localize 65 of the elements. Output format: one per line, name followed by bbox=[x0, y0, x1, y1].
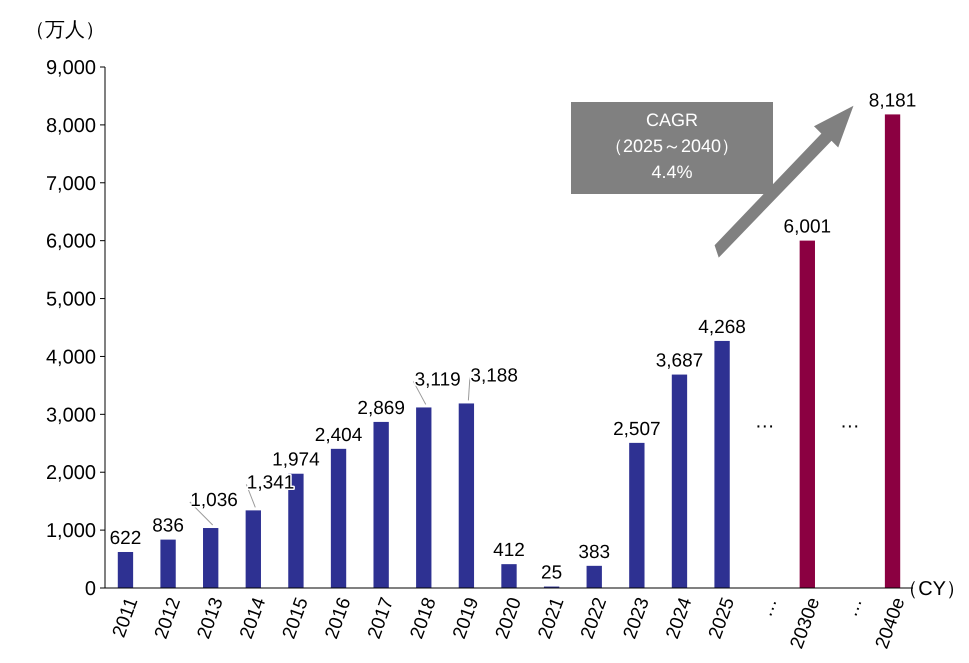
data-label: 2,404 bbox=[314, 424, 363, 446]
x-tick-label: 2018 bbox=[406, 594, 441, 642]
bar bbox=[373, 422, 389, 588]
x-tick-label: 2016 bbox=[321, 594, 356, 642]
bar bbox=[458, 403, 474, 588]
data-label: 25 bbox=[541, 562, 562, 584]
text-box: CAGR （2025～2040） 4.4% bbox=[571, 102, 773, 194]
bar bbox=[884, 114, 900, 588]
y-axis-title: （万人） bbox=[25, 19, 105, 41]
bar bbox=[672, 374, 688, 588]
data-label: 622 bbox=[110, 528, 142, 549]
bar bbox=[330, 448, 346, 588]
bar bbox=[246, 510, 261, 588]
y-tick-label: 6,000 bbox=[46, 230, 96, 253]
x-tick-label: 2022 bbox=[576, 594, 612, 642]
x-tick-label: 2023 bbox=[620, 594, 654, 642]
bar bbox=[203, 528, 218, 588]
y-tick-label: 0 bbox=[84, 578, 96, 600]
x-tick-label: 2011 bbox=[108, 594, 142, 640]
x-tick-label: 2020 bbox=[492, 594, 526, 642]
y-tick-label: 9,000 bbox=[46, 57, 96, 79]
data-label: 1,974 bbox=[272, 450, 320, 471]
x-tick-label: … bbox=[755, 594, 782, 620]
data-label: 836 bbox=[152, 516, 184, 537]
y-tick-label: 4,000 bbox=[46, 346, 96, 368]
data-label: 383 bbox=[578, 542, 610, 563]
x-tick-label: 2012 bbox=[150, 594, 186, 642]
y-tick-label: 3,000 bbox=[46, 404, 96, 426]
annotation: CAGR （2025～2040） 4.4% bbox=[604, 110, 740, 182]
data-label: 3,188 bbox=[470, 365, 518, 386]
bar bbox=[629, 442, 645, 588]
y-tick-label: 1,000 bbox=[46, 520, 96, 542]
y-tick-label: 7,000 bbox=[46, 172, 96, 195]
bar bbox=[416, 407, 432, 588]
bar bbox=[714, 340, 730, 588]
x-tick-label: 2030e bbox=[786, 594, 824, 652]
x-tick-label: … bbox=[840, 594, 867, 620]
x-tick-label: 2017 bbox=[364, 594, 398, 642]
x-tick-label: 2013 bbox=[193, 594, 228, 642]
x-tick-label: 2021 bbox=[534, 594, 569, 642]
y-tick-label: 5,000 bbox=[46, 288, 96, 311]
y-tick-label: 2,000 bbox=[46, 462, 96, 484]
x-tick-label: 2024 bbox=[662, 594, 697, 642]
x-tick-label: 2025 bbox=[704, 594, 740, 642]
data-label: 2,507 bbox=[613, 418, 661, 440]
bar bbox=[160, 540, 176, 588]
bar bbox=[800, 240, 815, 588]
annotation: … bbox=[754, 410, 775, 432]
x-tick-label: 2040e bbox=[872, 594, 910, 652]
data-label: 412 bbox=[493, 540, 525, 562]
data-label: 6,001 bbox=[784, 216, 832, 238]
annotation: … bbox=[840, 410, 860, 432]
x-tick-label: 2015 bbox=[278, 594, 313, 642]
data-label: 2,869 bbox=[357, 398, 405, 419]
data-label: 4,268 bbox=[698, 316, 746, 338]
data-label: 3,687 bbox=[656, 350, 704, 372]
x-tick-label: 2019 bbox=[449, 594, 484, 642]
y-tick-label: 8,000 bbox=[46, 114, 96, 137]
bar bbox=[118, 552, 134, 588]
data-label: 3,119 bbox=[414, 369, 461, 390]
data-label: 1,036 bbox=[190, 490, 238, 512]
bar bbox=[501, 564, 517, 588]
bar bbox=[586, 566, 602, 588]
x-tick-label: 2014 bbox=[236, 594, 270, 642]
data-label: 8,181 bbox=[868, 90, 916, 112]
